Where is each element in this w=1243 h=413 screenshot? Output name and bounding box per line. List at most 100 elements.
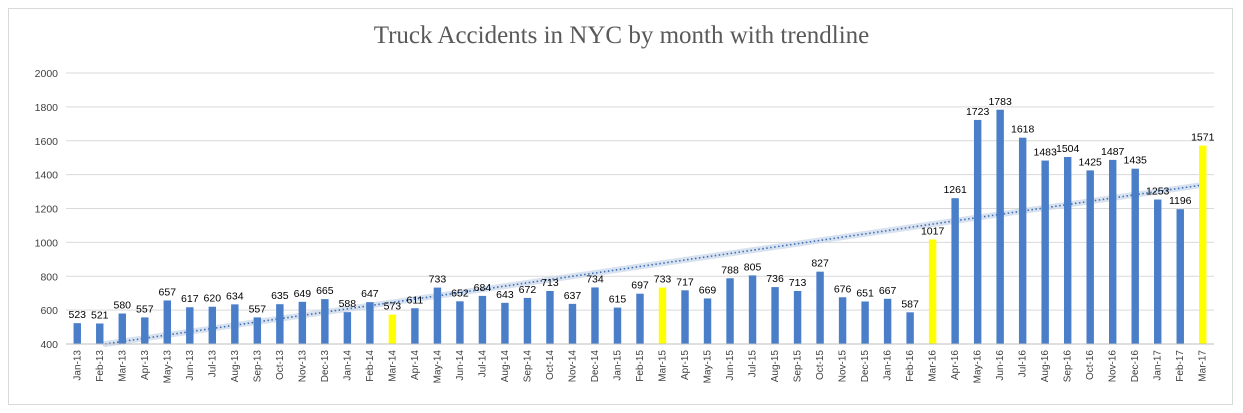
y-tick-label: 1800 <box>35 102 59 114</box>
bar <box>343 312 352 344</box>
data-label: 573 <box>384 301 402 313</box>
data-label: 557 <box>136 303 154 315</box>
data-labels: 523 521 580 557 657 617 620 634 557 635 649 665 588 6… <box>68 96 1214 322</box>
x-tick-label: Nov-15 <box>838 350 849 383</box>
data-label: 713 <box>541 277 559 289</box>
x-tick-label: Nov-14 <box>567 350 578 383</box>
bar <box>771 287 779 344</box>
data-label: 649 <box>294 288 312 300</box>
data-label: 652 <box>451 287 469 299</box>
bar <box>321 299 329 344</box>
x-tick-label: Jun-15 <box>725 350 736 381</box>
x-tick-label: Jan-15 <box>612 350 623 381</box>
x-tick-label: Aug-16 <box>1040 350 1051 383</box>
data-label: 667 <box>879 285 897 297</box>
bar <box>546 290 554 344</box>
chart-title: Truck Accidents in NYC by month with tre… <box>373 22 870 49</box>
data-label: 1196 <box>1169 195 1192 207</box>
data-label: 647 <box>361 288 379 300</box>
data-label: 637 <box>564 290 582 302</box>
bar <box>96 323 104 344</box>
x-tick-label: Oct-15 <box>815 350 826 380</box>
x-tick-label: Aug-13 <box>230 350 241 383</box>
data-label: 1783 <box>988 96 1012 108</box>
bar <box>388 314 397 344</box>
x-tick-label: Sep-13 <box>252 350 263 383</box>
x-tick-label: Jan-17 <box>1153 350 1164 381</box>
data-label: 713 <box>789 277 807 289</box>
bar <box>1063 157 1072 344</box>
x-tick-label: Mar-16 <box>928 350 939 382</box>
x-tick-label: Feb-14 <box>365 350 376 382</box>
y-tick-label: 1200 <box>35 204 59 216</box>
bar <box>1086 170 1094 344</box>
data-label: 1425 <box>1079 156 1103 168</box>
x-tick-label: Jul-16 <box>1018 350 1029 378</box>
x-tick-label: Jun-13 <box>185 350 196 381</box>
data-label: 635 <box>271 290 289 302</box>
x-tick-label: Apr-16 <box>950 350 961 380</box>
x-tick-label: Dec-16 <box>1130 350 1141 383</box>
data-label: 788 <box>721 264 739 276</box>
x-tick-label: Feb-16 <box>905 350 916 382</box>
x-tick-label: Jan-13 <box>72 350 83 381</box>
data-label: 717 <box>676 276 694 288</box>
x-tick-label: Oct-14 <box>545 350 556 380</box>
x-tick-label: Feb-13 <box>95 350 106 382</box>
bar <box>636 293 644 344</box>
data-label: 733 <box>654 274 672 286</box>
bar <box>478 295 487 344</box>
x-tick-label: Jun-14 <box>455 350 466 381</box>
bar <box>883 298 892 344</box>
data-label: 684 <box>474 282 492 294</box>
x-tick-label: Dec-13 <box>320 350 331 383</box>
y-tick-label: 600 <box>40 305 58 317</box>
bar <box>411 308 419 344</box>
x-tick-label: Sep-14 <box>522 350 533 383</box>
bar <box>951 198 959 344</box>
bar <box>456 301 464 344</box>
data-label: 657 <box>159 286 177 298</box>
x-tick-label: Jun-16 <box>995 350 1006 381</box>
x-tick-label: May-14 <box>432 350 443 384</box>
bar <box>276 304 284 344</box>
data-label: 672 <box>519 284 537 296</box>
x-tick-label: Feb-15 <box>635 350 646 382</box>
data-label: 827 <box>811 258 829 270</box>
data-label: 580 <box>114 300 132 312</box>
y-tick-label: 2000 <box>35 68 59 80</box>
bar <box>208 306 217 344</box>
data-label: 615 <box>609 294 627 306</box>
y-tick-label: 400 <box>40 339 58 351</box>
data-label: 620 <box>204 293 222 305</box>
bar <box>298 301 307 344</box>
bar <box>366 302 374 344</box>
x-tick-label: Mar-15 <box>658 350 669 382</box>
data-label: 611 <box>407 294 424 306</box>
bar <box>996 109 1004 345</box>
bar <box>1041 160 1049 344</box>
bar <box>591 287 599 344</box>
data-label: 617 <box>181 293 199 305</box>
data-label: 643 <box>496 289 514 301</box>
bar <box>118 313 126 344</box>
bar <box>861 301 869 344</box>
data-label: 1723 <box>966 106 990 118</box>
data-label: 1618 <box>1011 124 1035 136</box>
data-label: 521 <box>91 310 109 322</box>
x-tick-label: Jan-14 <box>342 350 353 381</box>
x-tick-label: Jan-16 <box>883 350 894 381</box>
x-tick-label: Dec-14 <box>590 350 601 383</box>
x-tick-label: Aug-15 <box>770 350 781 383</box>
data-label: 669 <box>699 284 717 296</box>
data-label: 651 <box>856 287 874 299</box>
bar <box>186 307 194 344</box>
data-label: 697 <box>631 280 649 292</box>
x-tick-label: Sep-15 <box>793 350 804 383</box>
bar <box>231 304 239 344</box>
y-tick-label: 1000 <box>35 237 59 249</box>
x-tick-label: Apr-15 <box>680 350 691 380</box>
x-tick-label: May-16 <box>973 350 984 384</box>
bar <box>1199 145 1207 344</box>
x-tick-label: May-15 <box>703 350 714 384</box>
